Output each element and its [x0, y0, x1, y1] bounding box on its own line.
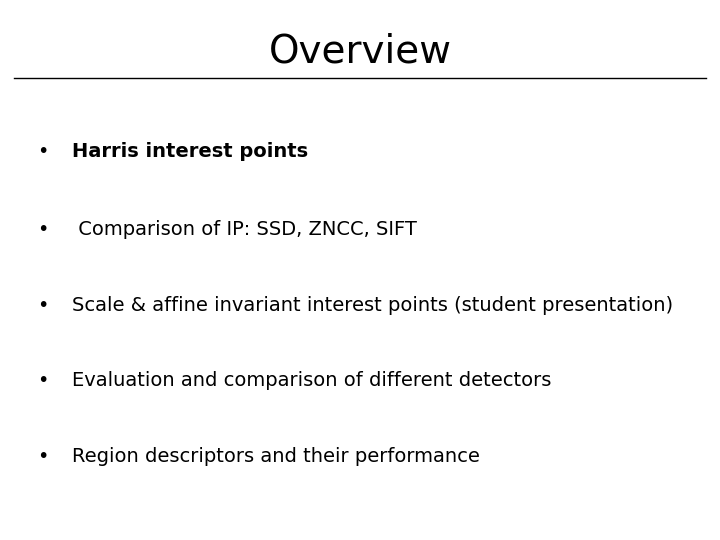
Text: •: • — [37, 371, 49, 390]
Text: •: • — [37, 141, 49, 161]
Text: Region descriptors and their performance: Region descriptors and their performance — [72, 447, 480, 466]
Text: •: • — [37, 447, 49, 466]
Text: Overview: Overview — [269, 32, 451, 70]
Text: •: • — [37, 220, 49, 239]
Text: Evaluation and comparison of different detectors: Evaluation and comparison of different d… — [72, 371, 552, 390]
Text: Scale & affine invariant interest points (student presentation): Scale & affine invariant interest points… — [72, 295, 673, 315]
Text: Comparison of IP: SSD, ZNCC, SIFT: Comparison of IP: SSD, ZNCC, SIFT — [72, 220, 417, 239]
Text: •: • — [37, 295, 49, 315]
Text: Harris interest points: Harris interest points — [72, 141, 308, 161]
